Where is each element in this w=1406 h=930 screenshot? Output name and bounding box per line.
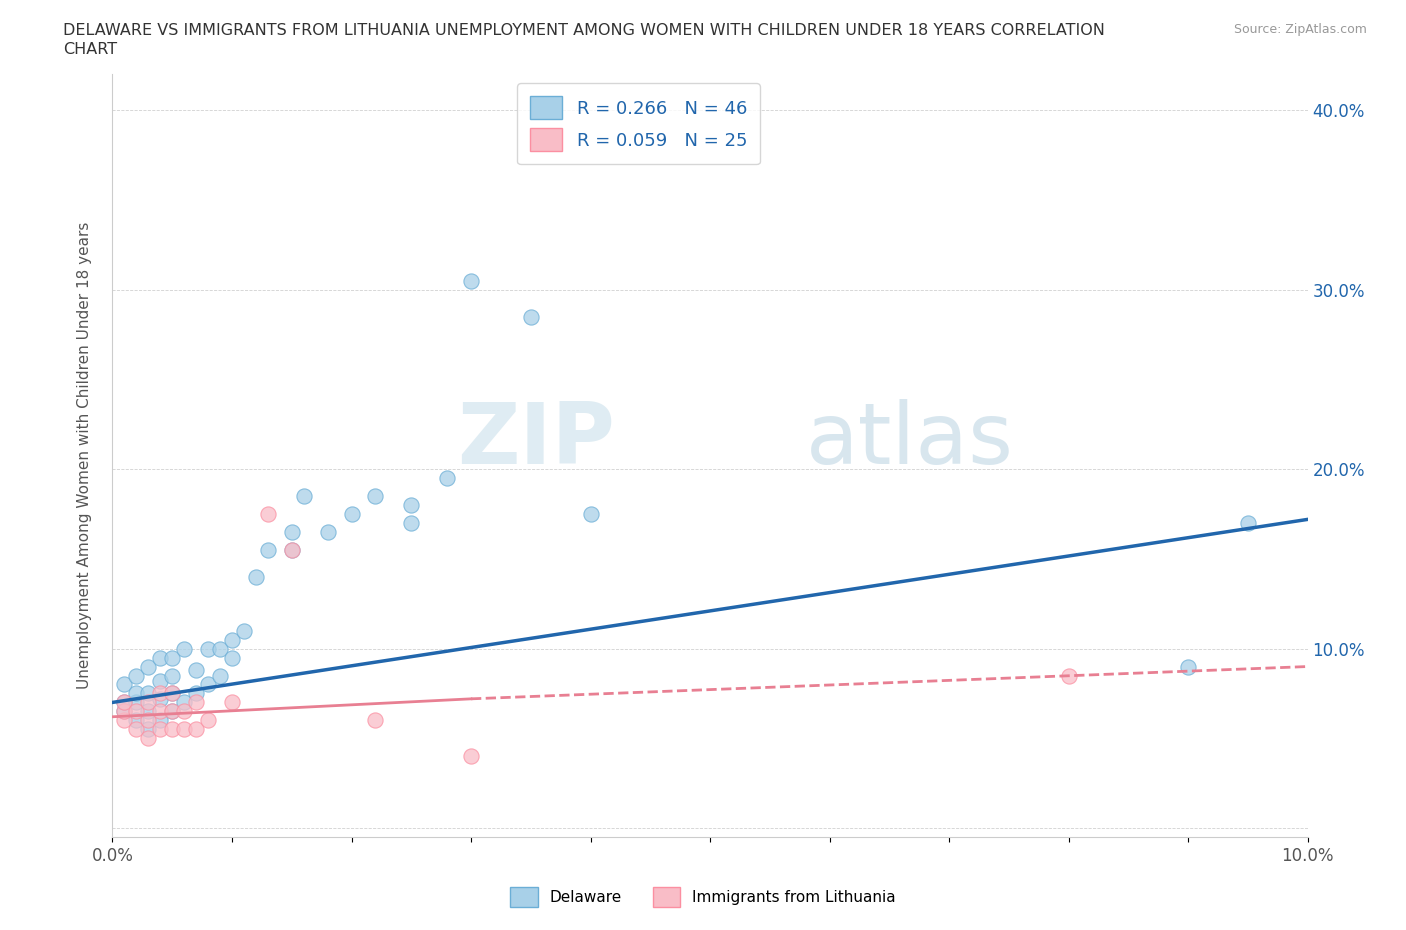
Point: [162, 686, 183, 701]
Point: [173, 722, 195, 737]
Point: [209, 641, 232, 656]
Point: [401, 498, 423, 512]
Point: [257, 507, 280, 522]
Point: [125, 713, 148, 728]
Point: [173, 641, 195, 656]
Point: [197, 677, 219, 692]
Point: [125, 704, 148, 719]
Text: ZIP: ZIP: [457, 399, 614, 482]
Point: [281, 542, 304, 557]
Text: CHART: CHART: [63, 42, 117, 57]
Point: [138, 659, 160, 674]
Point: [579, 507, 602, 522]
Point: [221, 650, 243, 665]
Point: [162, 704, 183, 719]
Point: [162, 704, 183, 719]
Point: [364, 713, 387, 728]
Point: [149, 650, 172, 665]
Text: DELAWARE VS IMMIGRANTS FROM LITHUANIA UNEMPLOYMENT AMONG WOMEN WITH CHILDREN UND: DELAWARE VS IMMIGRANTS FROM LITHUANIA UN…: [63, 23, 1105, 38]
Point: [316, 525, 339, 539]
Point: [173, 695, 195, 710]
Point: [221, 695, 243, 710]
Point: [125, 686, 148, 701]
Point: [138, 695, 160, 710]
Point: [114, 713, 135, 728]
Point: [197, 713, 219, 728]
Point: [114, 704, 135, 719]
Point: [149, 713, 172, 728]
Point: [245, 569, 267, 584]
Point: [114, 677, 135, 692]
Point: [162, 668, 183, 683]
Point: [1177, 659, 1199, 674]
Point: [460, 749, 482, 764]
Point: [281, 542, 304, 557]
Point: [125, 695, 148, 710]
Point: [1057, 668, 1080, 683]
Point: [138, 704, 160, 719]
Point: [114, 704, 135, 719]
Point: [364, 488, 387, 503]
Point: [460, 273, 482, 288]
Point: [436, 471, 458, 485]
Point: [125, 722, 148, 737]
Legend: Delaware, Immigrants from Lithuania: Delaware, Immigrants from Lithuania: [503, 882, 903, 913]
Point: [257, 542, 280, 557]
Point: [186, 686, 208, 701]
Point: [401, 515, 423, 530]
Point: [149, 704, 172, 719]
Point: [162, 650, 183, 665]
Point: [114, 695, 135, 710]
Point: [221, 632, 243, 647]
Point: [1237, 515, 1260, 530]
Y-axis label: Unemployment Among Women with Children Under 18 years: Unemployment Among Women with Children U…: [77, 222, 91, 689]
Legend: R = 0.266   N = 46, R = 0.059   N = 25: R = 0.266 N = 46, R = 0.059 N = 25: [517, 84, 759, 164]
Point: [162, 686, 183, 701]
Point: [186, 695, 208, 710]
Point: [197, 641, 219, 656]
Point: [149, 686, 172, 701]
Point: [114, 695, 135, 710]
Point: [186, 663, 208, 678]
Point: [173, 704, 195, 719]
Text: Source: ZipAtlas.com: Source: ZipAtlas.com: [1233, 23, 1367, 36]
Point: [138, 731, 160, 746]
Point: [162, 722, 183, 737]
Point: [138, 686, 160, 701]
Point: [209, 668, 232, 683]
Point: [149, 691, 172, 706]
Text: atlas: atlas: [806, 399, 1014, 482]
Point: [125, 668, 148, 683]
Point: [149, 673, 172, 688]
Point: [138, 722, 160, 737]
Point: [186, 722, 208, 737]
Point: [340, 507, 363, 522]
Point: [520, 309, 543, 324]
Point: [233, 623, 256, 638]
Point: [138, 713, 160, 728]
Point: [149, 722, 172, 737]
Point: [292, 488, 315, 503]
Point: [281, 525, 304, 539]
